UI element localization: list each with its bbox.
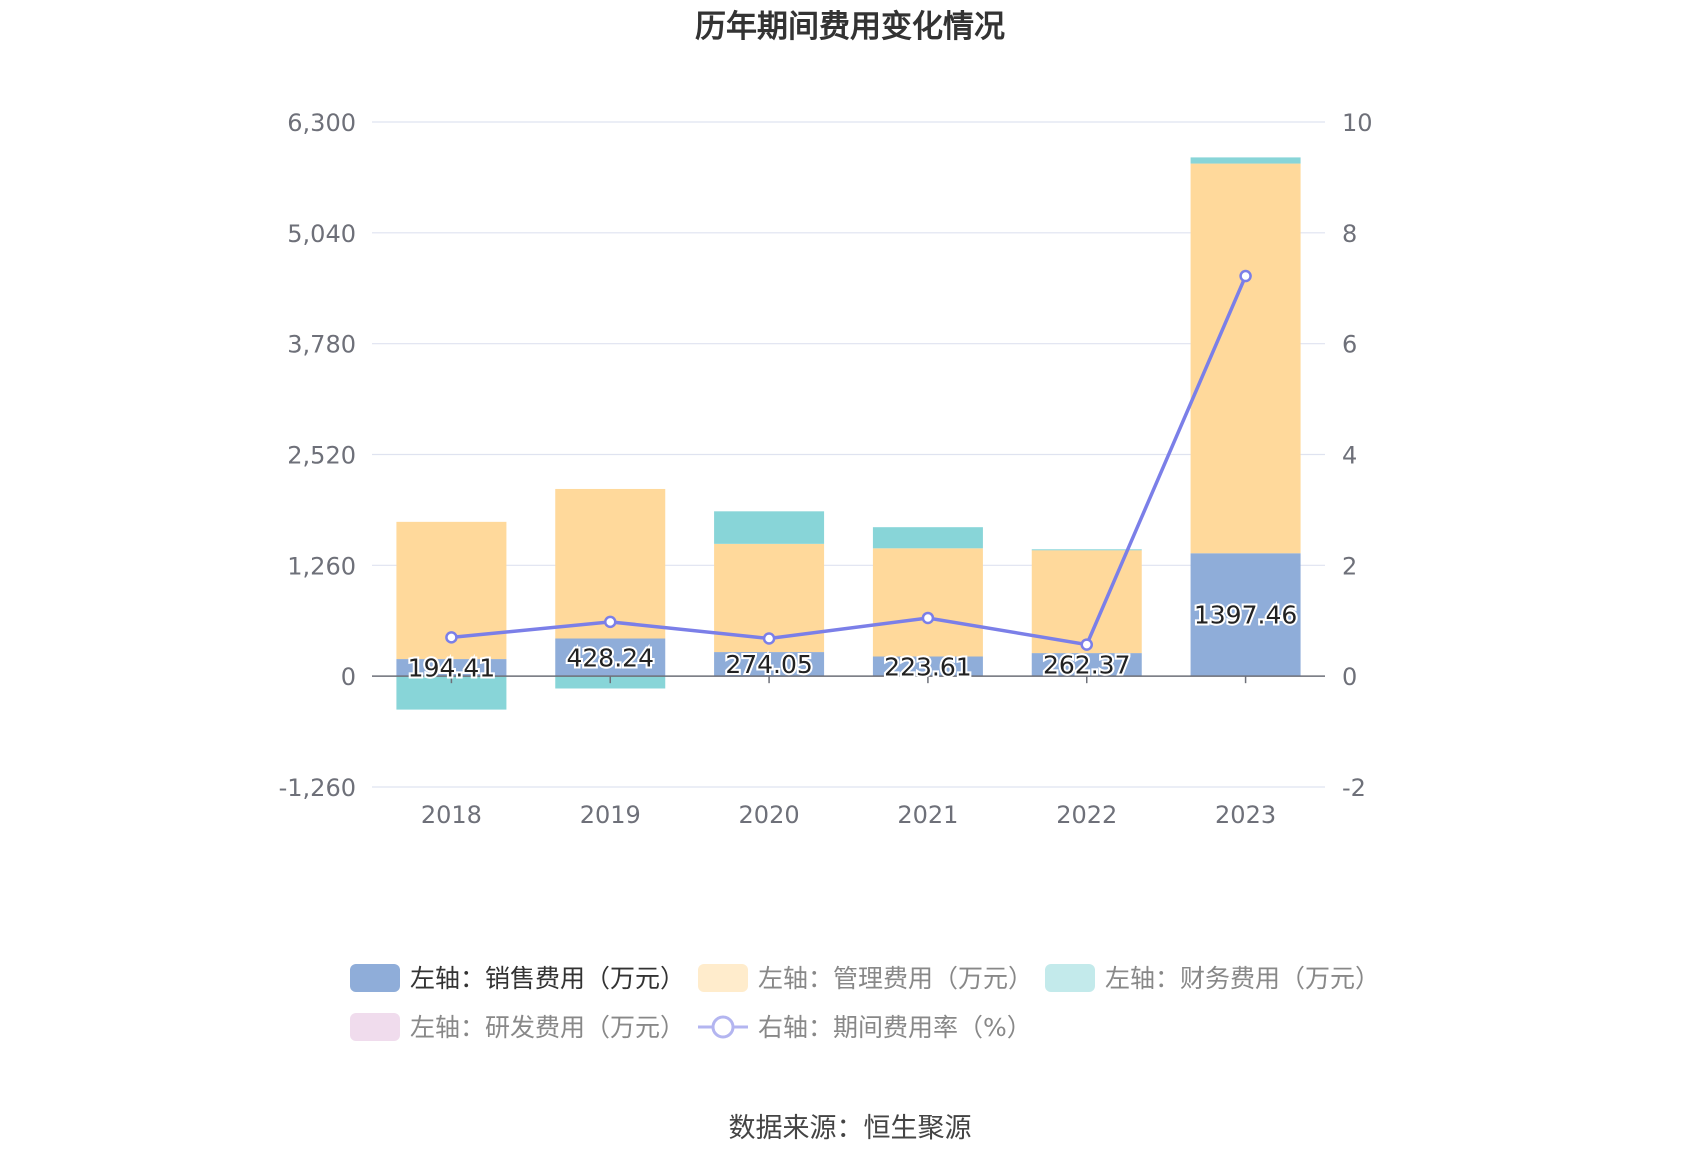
rate-point (921, 611, 935, 625)
bar-3-2023 (1190, 157, 1301, 164)
left-y-axis: 6,300 5,040 3,780 2,520 1,260 0 -1,260 (279, 109, 356, 802)
legend-label: 左轴：研发费用（万元） (410, 1013, 685, 1042)
left-tick-label: 5,040 (287, 220, 356, 248)
bar-value-label: 194.41 (408, 654, 495, 683)
bar-3-2020 (714, 511, 825, 544)
rate-point (445, 631, 458, 644)
x-tick-label: 2023 (1215, 801, 1276, 829)
legend-circle-marker (711, 1015, 735, 1039)
rate-point (1239, 269, 1252, 283)
x-tick-label: 2018 (421, 801, 482, 829)
left-tick-label: 3,780 (287, 331, 356, 359)
source-note: 数据来源：恒生聚源 (729, 1113, 972, 1144)
x-tick-label: 2022 (1056, 801, 1117, 829)
right-tick-label: 10 (1342, 109, 1373, 137)
bar-3-2022 (1031, 549, 1142, 551)
legend-label: 右轴：期间费用率（%） (758, 1013, 1032, 1042)
bar-2-2022 (1031, 550, 1142, 654)
bar-1-2021 (872, 656, 983, 677)
bar-2-2021 (872, 548, 983, 657)
grid-lines (372, 121, 1325, 788)
legend-item: 左轴：研发费用（万元） (350, 1013, 685, 1042)
right-tick-label: 6 (1342, 331, 1357, 359)
rate-point (762, 632, 776, 645)
left-tick-label: 6,300 (287, 109, 356, 137)
legend-label: 左轴：财务费用（万元） (1105, 964, 1380, 993)
legend-label: 左轴：管理费用（万元） (758, 964, 1033, 993)
bar-value-label: 428.24 (567, 643, 654, 672)
x-axis: 2018 2019 2020 2021 2022 2023 (372, 675, 1325, 829)
bar-value-label: 223.61 (884, 652, 971, 681)
bar-1-2023 (1190, 553, 1301, 677)
bar-value-label: 1397.46 (1194, 601, 1297, 630)
legend-swatch (1045, 964, 1095, 992)
legend-label: 左轴：销售费用（万元） (410, 964, 685, 993)
legend-item: 左轴：销售费用（万元） (350, 964, 685, 993)
bars (396, 157, 1301, 710)
rate-point (604, 615, 617, 629)
x-tick-label: 2019 (580, 801, 641, 829)
legend-item: 左轴：管理费用（万元） (698, 964, 1033, 993)
legend-swatch (698, 964, 748, 992)
x-tick-label: 2020 (739, 801, 800, 829)
left-tick-label: -1,260 (279, 774, 356, 802)
right-tick-label: 0 (1342, 663, 1357, 691)
chart-title: 历年期间费用变化情况 (695, 9, 1005, 45)
x-tick-label: 2021 (897, 801, 958, 829)
legend-item: 左轴：财务费用（万元） (1045, 964, 1380, 993)
legend-swatch (350, 964, 400, 992)
bar-1-2019 (555, 638, 666, 677)
rate-line (445, 269, 1252, 651)
legend: 左轴：销售费用（万元） 左轴：管理费用（万元） 左轴：财务费用（万元） 左轴：研发费用… (350, 964, 1380, 1042)
left-tick-label: 0 (341, 663, 356, 691)
right-tick-label: 8 (1342, 220, 1357, 248)
bar-1-2020 (714, 652, 825, 677)
data-labels: 194.41 428.24 274.05 223.61 262.37 1397.46 (406, 599, 1300, 685)
left-tick-label: 1,260 (287, 552, 356, 580)
right-tick-label: 2 (1342, 552, 1357, 580)
right-tick-label: 4 (1342, 442, 1357, 470)
bar-3-2021 (872, 527, 983, 549)
bar-2-2023 (1190, 163, 1301, 554)
bar-1-2022 (1031, 653, 1142, 677)
bar-value-label: 274.05 (725, 650, 812, 679)
left-tick-label: 2,520 (287, 442, 356, 470)
right-tick-label: -2 (1342, 774, 1366, 802)
bar-2-2019 (555, 488, 666, 639)
rate-line-path (451, 275, 1248, 647)
legend-swatch (350, 1013, 400, 1041)
legend-item: 右轴：期间费用率（%） (698, 1013, 1032, 1042)
right-y-axis: 10 8 6 4 2 0 -2 (1342, 109, 1373, 802)
bar-1-2018 (396, 659, 507, 677)
rate-point (1080, 638, 1093, 651)
bar-value-label: 262.37 (1043, 651, 1130, 680)
